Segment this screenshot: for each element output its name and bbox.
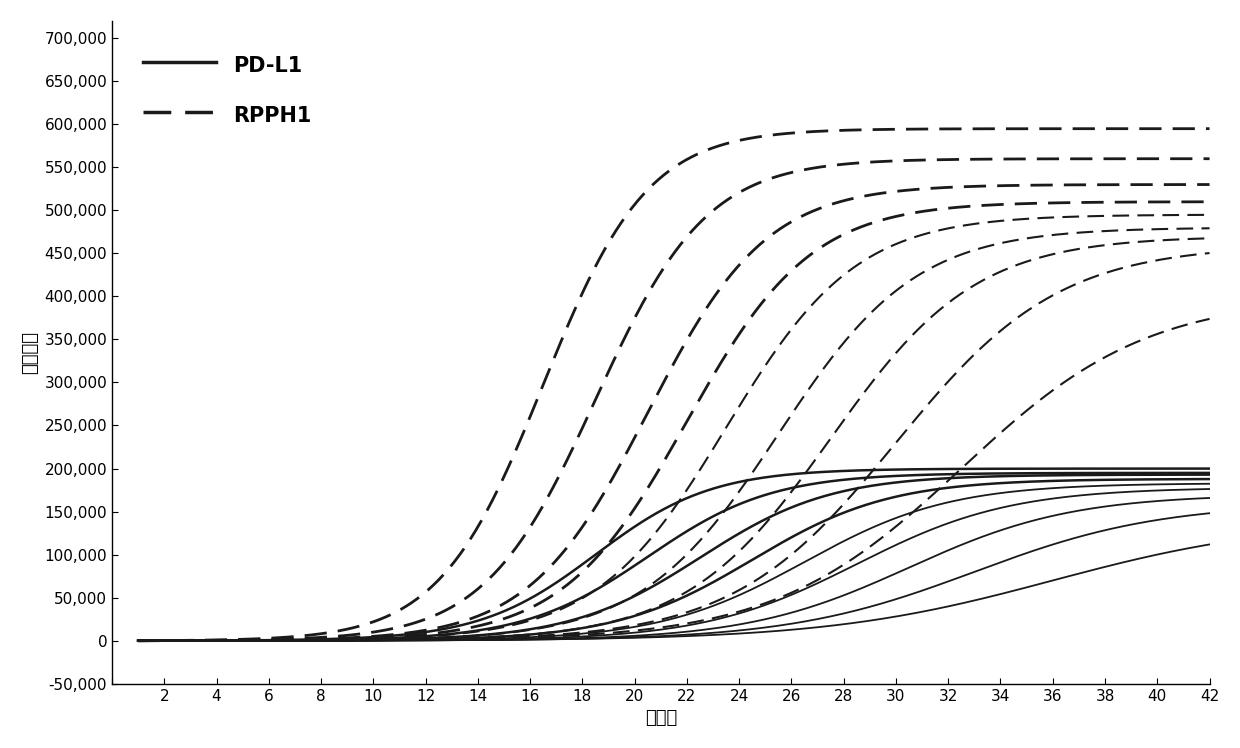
- X-axis label: 循环数: 循环数: [645, 709, 677, 727]
- Legend: PD-L1, RPPH1: PD-L1, RPPH1: [123, 31, 332, 149]
- Y-axis label: 荧光强度: 荧光强度: [21, 331, 38, 374]
